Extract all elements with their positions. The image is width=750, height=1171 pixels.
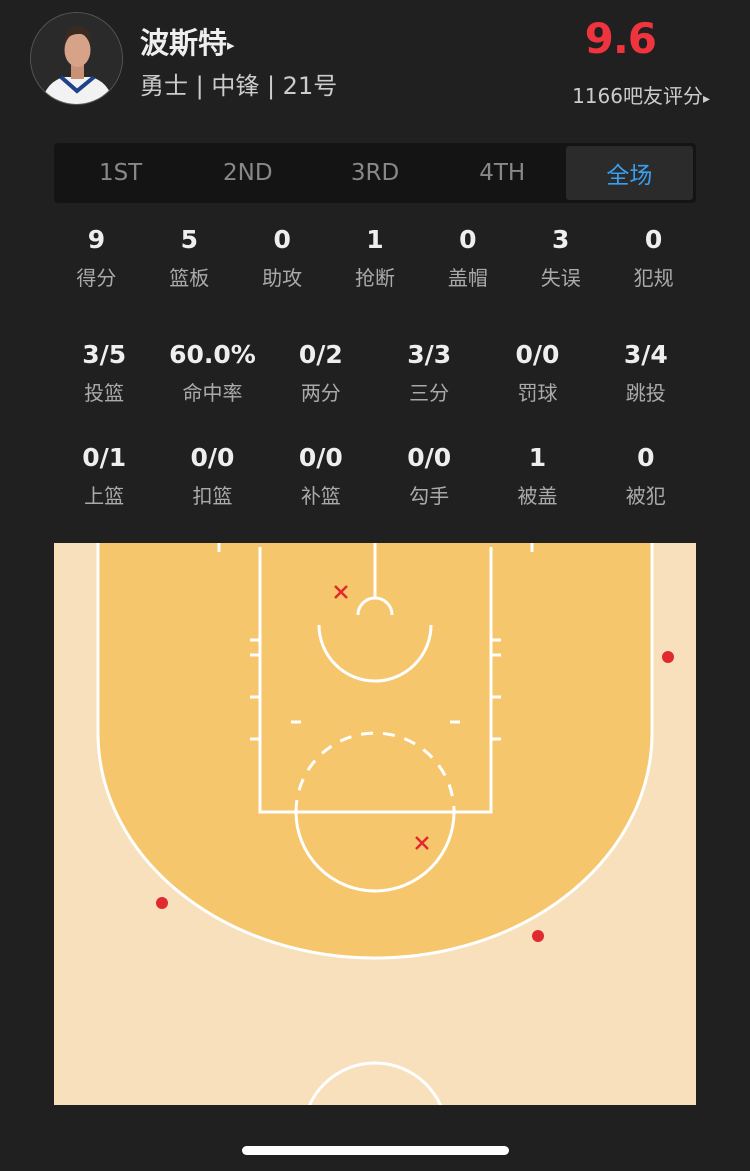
stat-value: 0/2 bbox=[298, 340, 343, 369]
shooting-stats: 3/5 投篮 60.0% 命中率 0/2 两分 3/3 三分 0/0 罚球 3/4 跳投 bbox=[50, 340, 700, 406]
stat-item: 3/4 跳投 bbox=[592, 340, 700, 406]
tab-3[interactable]: 4TH bbox=[479, 160, 526, 186]
stat-value: 3/4 bbox=[623, 340, 668, 369]
player-name: 波斯特 bbox=[140, 26, 228, 60]
stat-value: 0/0 bbox=[298, 443, 343, 472]
three-point-line bbox=[96, 543, 654, 960]
shot-missed-marker bbox=[415, 836, 429, 850]
stat-value: 5 bbox=[180, 225, 198, 254]
home-indicator[interactable] bbox=[242, 1146, 509, 1155]
rater-count: 1166吧友评分 bbox=[572, 84, 703, 108]
stat-value: 3 bbox=[552, 225, 570, 254]
stat-label: 被犯 bbox=[625, 484, 666, 508]
player-avatar[interactable] bbox=[30, 12, 123, 105]
stat-label: 两分 bbox=[300, 381, 341, 405]
stat-label: 篮板 bbox=[169, 266, 210, 290]
player-info: 勇士 | 中锋 | 21号 bbox=[140, 72, 338, 100]
stat-item: 3 失误 bbox=[514, 225, 607, 291]
shot-chart-court bbox=[54, 543, 696, 1105]
other-stats: 0/1 上篮 0/0 扣篮 0/0 补篮 0/0 勾手 1 被盖 0 被犯 bbox=[50, 443, 700, 509]
stat-item: 3/3 三分 bbox=[375, 340, 483, 406]
sideline-ticks bbox=[217, 543, 534, 552]
stat-item: 0/0 罚球 bbox=[483, 340, 591, 406]
stat-value: 0/1 bbox=[82, 443, 127, 472]
stat-label: 失误 bbox=[540, 266, 581, 290]
rating-link[interactable]: 1166吧友评分▸ bbox=[572, 80, 710, 109]
stat-item: 0/1 上篮 bbox=[50, 443, 158, 509]
stat-label: 犯规 bbox=[633, 266, 674, 290]
tab-2[interactable]: 3RD bbox=[350, 160, 400, 186]
rim bbox=[356, 596, 394, 616]
stat-label: 命中率 bbox=[182, 381, 243, 405]
lane-hash-marks bbox=[250, 638, 501, 741]
stat-item: 1 被盖 bbox=[483, 443, 591, 509]
arrow-right-icon: ▸ bbox=[227, 36, 235, 54]
stat-label: 三分 bbox=[409, 381, 450, 405]
stat-value: 0 bbox=[644, 225, 663, 254]
stat-label: 助攻 bbox=[262, 266, 303, 290]
tab-1[interactable]: 2ND bbox=[223, 160, 273, 186]
stat-value: 0 bbox=[637, 443, 655, 472]
shot-missed-marker bbox=[334, 585, 348, 599]
stat-label: 勾手 bbox=[409, 484, 450, 508]
stat-label: 被盖 bbox=[517, 484, 558, 508]
stat-value: 0/0 bbox=[515, 340, 560, 369]
stat-value: 0 bbox=[273, 225, 291, 254]
stat-label: 得分 bbox=[76, 266, 117, 290]
arrow-right-icon: ▸ bbox=[702, 91, 710, 107]
stat-item: 0 犯规 bbox=[607, 225, 700, 291]
stat-item: 5 篮板 bbox=[143, 225, 236, 291]
stat-label: 罚球 bbox=[517, 381, 558, 405]
stat-value: 0/0 bbox=[407, 443, 452, 472]
stat-item: 9 得分 bbox=[50, 225, 143, 291]
stat-item: 0/0 勾手 bbox=[375, 443, 483, 509]
center-circle bbox=[307, 1061, 443, 1105]
stat-item: 0 被犯 bbox=[592, 443, 700, 509]
stat-item: 0/2 两分 bbox=[267, 340, 375, 406]
stat-label: 跳投 bbox=[625, 381, 666, 405]
stat-value: 0 bbox=[459, 225, 477, 254]
stat-label: 抢断 bbox=[355, 266, 395, 290]
restricted-arc bbox=[317, 624, 433, 683]
stat-label: 投篮 bbox=[84, 381, 125, 405]
player-name-link[interactable]: 波斯特▸ bbox=[140, 20, 235, 62]
main-stats: 9 得分 5 篮板 0 助攻 1 抢断 0 盖帽 3 失误 0 犯规 bbox=[50, 225, 700, 291]
stat-item: 60.0% 命中率 bbox=[158, 340, 266, 406]
stat-value: 0/0 bbox=[190, 443, 235, 472]
stat-item: 3/5 投篮 bbox=[50, 340, 158, 406]
stat-value: 3/5 bbox=[82, 340, 127, 369]
stat-item: 0/0 扣篮 bbox=[158, 443, 266, 509]
tab-4[interactable]: 全场 bbox=[565, 146, 694, 200]
shot-made-marker bbox=[532, 930, 544, 942]
stat-value: 3/3 bbox=[407, 340, 452, 369]
free-throw-circle-bottom bbox=[294, 811, 456, 893]
shot-made-marker bbox=[156, 897, 168, 909]
stat-item: 0 盖帽 bbox=[421, 225, 514, 291]
stat-item: 0/0 补篮 bbox=[267, 443, 375, 509]
period-tabs: 1ST 2ND 3RD 4TH 全场 bbox=[54, 143, 696, 203]
player-rating: 9.6 bbox=[584, 14, 657, 63]
stat-label: 盖帽 bbox=[447, 266, 488, 290]
stat-value: 60.0% bbox=[169, 340, 256, 369]
stat-item: 1 抢断 bbox=[329, 225, 422, 291]
stat-value: 1 bbox=[366, 225, 384, 254]
tab-0[interactable]: 1ST bbox=[98, 160, 143, 186]
stat-value: 1 bbox=[528, 443, 547, 472]
stat-item: 0 助攻 bbox=[236, 225, 329, 291]
stat-label: 补篮 bbox=[300, 484, 341, 508]
stat-label: 上篮 bbox=[84, 484, 125, 508]
three-point-area bbox=[98, 543, 652, 958]
paint bbox=[258, 547, 493, 814]
shot-made-marker bbox=[662, 651, 674, 663]
court-lines bbox=[96, 543, 654, 1105]
stat-label: 扣篮 bbox=[192, 484, 233, 508]
stat-value: 9 bbox=[87, 225, 106, 254]
